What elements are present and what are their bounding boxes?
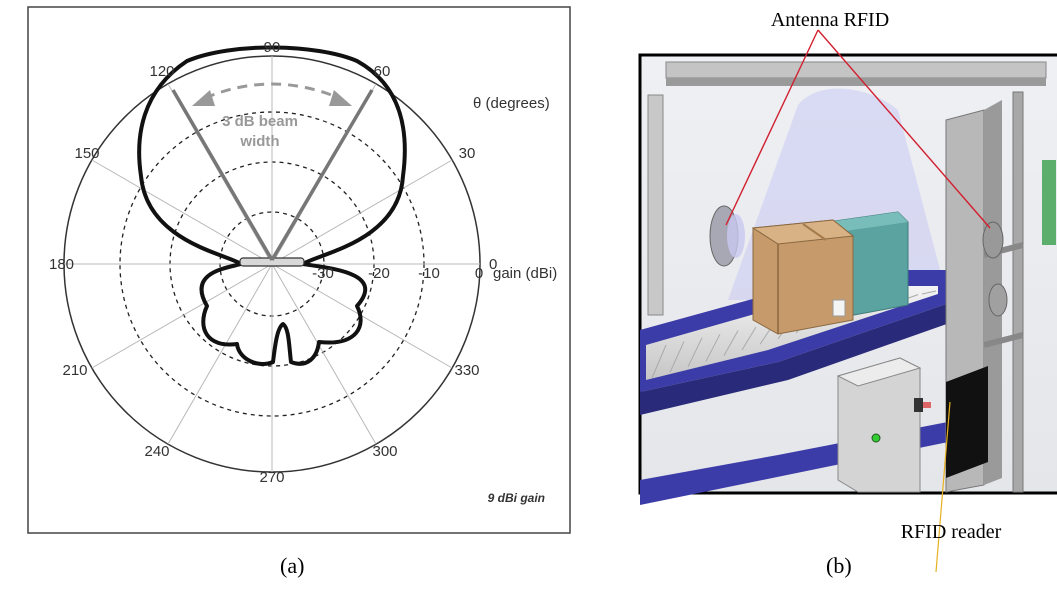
angle-label-300: 300 — [372, 443, 397, 460]
roller-line — [687, 337, 703, 368]
angle-label-210: 210 — [62, 362, 87, 379]
reader-leader — [935, 401, 951, 573]
angle-label-240: 240 — [144, 443, 169, 460]
antenna-leader-right — [817, 29, 991, 229]
angle-label-180: 180 — [49, 256, 74, 273]
roller-line — [651, 344, 667, 379]
spoke-30 — [271, 159, 453, 265]
roller-line — [669, 341, 685, 373]
angle-label-150: 150 — [74, 145, 99, 162]
green-panel — [1042, 160, 1056, 245]
caption-b: (b) — [826, 553, 852, 578]
rfid-scene: Antenna RFID RFID reader — [638, 9, 1057, 573]
beam-arrow-right — [329, 90, 352, 106]
reader-label: RFID reader — [901, 521, 1002, 543]
angle-label-60: 60 — [374, 63, 391, 80]
cardboard-box-tape — [802, 223, 827, 241]
gate-crossbar-2 — [983, 332, 1024, 348]
angle-label-0: 0 — [489, 256, 497, 273]
cardboard-box-top — [751, 219, 855, 245]
angle-label-30: 30 — [459, 145, 476, 162]
radiation-lobe — [137, 45, 407, 366]
beam-width-label-line2: width — [239, 133, 279, 150]
control-box-indicator — [871, 433, 881, 443]
ring-label-minus30: -30 — [312, 265, 334, 282]
angle-label-120: 120 — [149, 63, 174, 80]
conveyor-belt-side — [640, 300, 958, 415]
roller-line — [723, 330, 739, 356]
gain-note: 9 dBi gain — [488, 491, 545, 505]
polar-diagram: 0 30 60 90 120 150 180 210 240 270 300 3… — [27, 6, 571, 534]
roller-line — [921, 290, 937, 295]
gate-top-beam — [665, 61, 1047, 79]
ring-label-0: 0 — [475, 265, 483, 282]
beam-edge-left — [171, 89, 274, 261]
angle-label-90: 90 — [264, 39, 281, 56]
sensor-mount — [914, 398, 923, 412]
gate-pillar-left — [647, 94, 664, 316]
spoke-300 — [271, 263, 377, 445]
antenna-right-lower — [988, 283, 1008, 317]
caption-a: (a) — [280, 553, 305, 578]
angle-label-330: 330 — [454, 362, 479, 379]
ring-labels: -30 -20 -10 0 — [312, 265, 483, 282]
beam-width-label-line1: 3 dB beam — [222, 113, 298, 130]
ring-label-minus10: -10 — [418, 265, 440, 282]
control-box-top — [836, 357, 922, 387]
antenna-label: Antenna RFID — [771, 9, 889, 31]
spoke-150 — [91, 159, 273, 265]
antenna-left-field — [727, 214, 745, 258]
angle-label-270: 270 — [259, 469, 284, 486]
gate-rear-post — [1012, 91, 1024, 493]
angle-labels: 0 30 60 90 120 150 180 210 240 270 300 3… — [49, 39, 497, 486]
rfid-reader — [946, 366, 988, 478]
beam-arc — [204, 82, 340, 100]
theta-axis-title: θ (degrees) — [473, 95, 550, 112]
gain-axis-label: gain (dBi) — [493, 265, 557, 282]
rfid-conveyor-panel: Antenna RFID RFID reader — [628, 0, 1057, 584]
beam-arrow-left — [192, 90, 215, 106]
radiation-pattern-panel: 0 30 60 90 120 150 180 210 240 270 300 3… — [27, 6, 571, 534]
beam-edge-right — [270, 89, 374, 261]
roller-line — [741, 326, 757, 351]
teal-box-top — [828, 212, 908, 232]
sensor-light — [923, 402, 931, 408]
spoke-210 — [91, 263, 273, 369]
antenna-right — [982, 221, 1004, 259]
antenna-leader-left — [725, 29, 819, 226]
roller-line — [705, 333, 721, 362]
ring-label-minus20: -20 — [368, 265, 390, 282]
spoke-240 — [167, 263, 273, 445]
gate-top-beam-shadow — [666, 78, 1046, 86]
shipping-label — [832, 299, 846, 317]
